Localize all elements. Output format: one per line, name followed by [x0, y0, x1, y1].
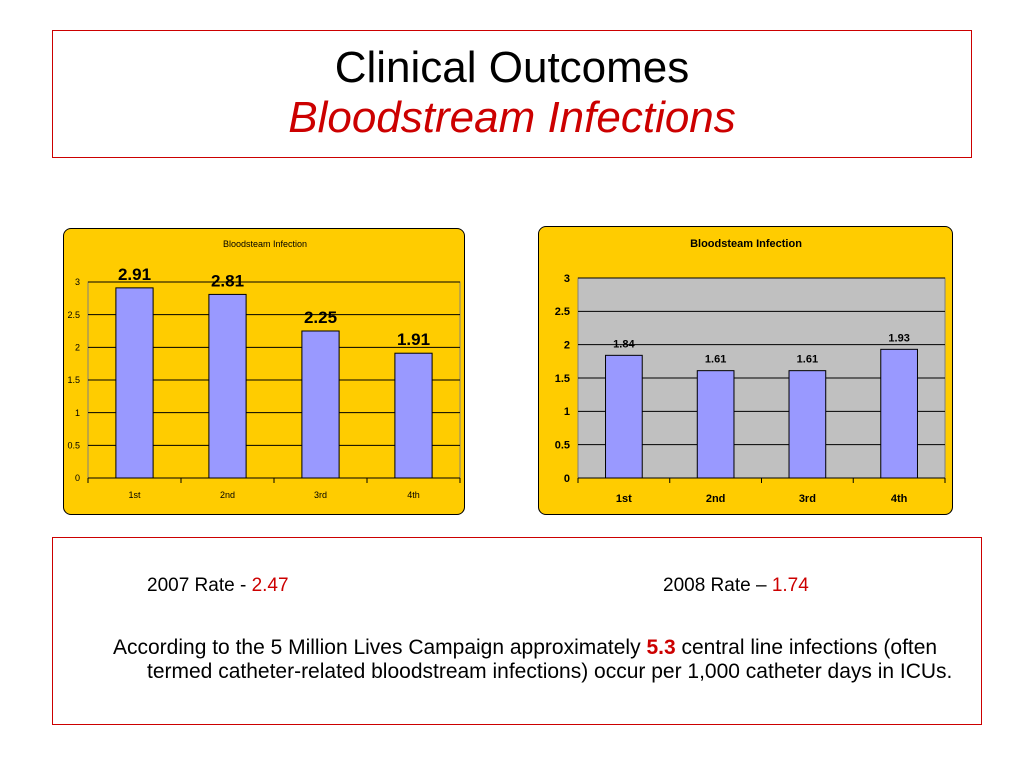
chart-2008-y-tick-label: 2.5 — [555, 306, 570, 318]
chart-2007-y-tick-label: 1.5 — [67, 375, 80, 385]
chart-2008-data-label: 1.61 — [797, 354, 818, 366]
chart-panel-2008: 0 0.5 1 1.5 2 2.5 3 1.84 1st 1.61 2nd 1.61 3rd 1.93 4t… — [538, 226, 953, 515]
chart-2008-y-tick-label: 3 — [564, 273, 570, 285]
chart-2007-y-tick-label: 1 — [75, 408, 80, 418]
bar-chart-2007: 0 0.5 1 1.5 2 2.5 3 2.91 1st 2.81 2nd 2.25 3rd 1.91 4t… — [67, 239, 461, 500]
rate-2007: 2007 Rate - 2.47 — [147, 575, 289, 597]
page-title: Clinical Outcomes — [334, 43, 690, 92]
chart-2007-y-tick-label: 3 — [75, 277, 80, 287]
bar-chart-2008: 0 0.5 1 1.5 2 2.5 3 1.84 1st 1.61 2nd 1.61 3rd 1.93 4t… — [555, 238, 946, 505]
chart-2007-bar — [115, 287, 154, 479]
chart-2008-bar — [788, 370, 827, 479]
chart-2008-data-label: 1.61 — [705, 354, 726, 366]
chart-2008-data-label: 1.84 — [613, 338, 635, 350]
paragraph-text-after: central line infections (often termed ca… — [147, 636, 953, 683]
chart-2007-data-label: 2.81 — [211, 271, 244, 290]
chart-2007-category-label: 1st — [128, 490, 141, 500]
chart-2008-category-label: 3rd — [799, 493, 816, 505]
rate-2008-value: 1.74 — [771, 575, 809, 596]
chart-2007-y-tick-label: 0 — [75, 473, 80, 483]
chart-2008-chart-title: Bloodsteam Infection — [690, 238, 802, 250]
chart-2008-bar — [880, 348, 918, 479]
rate-2008-label: 2008 Rate – — [663, 575, 772, 596]
chart-2008-category-label: 1st — [616, 493, 632, 505]
chart-2007-bar — [301, 330, 340, 479]
chart-2007-category-label: 2nd — [220, 490, 235, 500]
chart-2007-bar — [208, 293, 247, 479]
chart-2007-bar — [394, 352, 433, 479]
rate-2008: 2008 Rate – 1.74 — [663, 575, 809, 597]
chart-2008-category-label: 4th — [891, 493, 908, 505]
rate-2007-label: 2007 Rate - — [147, 575, 252, 596]
chart-2008-bar — [696, 370, 735, 479]
chart-2008-category-label: 2nd — [706, 493, 726, 505]
chart-2007-chart-title: Bloodsteam Infection — [223, 239, 307, 249]
chart-2008-bar — [605, 354, 643, 479]
chart-2008-y-tick-label: 2 — [564, 340, 570, 352]
chart-panel-2007: 0 0.5 1 1.5 2 2.5 3 2.91 1st 2.81 2nd 2.25 3rd 1.91 4t… — [63, 228, 465, 515]
chart-2007-data-label: 2.25 — [304, 308, 337, 327]
campaign-paragraph: According to the 5 Million Lives Campaig… — [113, 636, 963, 684]
chart-2008-y-tick-label: 1 — [564, 406, 570, 418]
chart-2008-y-tick-label: 0.5 — [555, 440, 570, 452]
chart-2007-data-label: 1.91 — [397, 330, 430, 349]
chart-2007-category-label: 3rd — [314, 490, 327, 500]
paragraph-text-before: According to the 5 Million Lives Campaig… — [113, 636, 647, 659]
chart-2008-data-label: 1.93 — [888, 332, 909, 344]
paragraph-highlight: 5.3 — [646, 636, 676, 659]
chart-2008-y-tick-label: 0 — [564, 473, 570, 485]
chart-2007-y-tick-label: 2 — [75, 342, 80, 352]
chart-2007-category-label: 4th — [407, 490, 420, 500]
chart-2007-data-label: 2.91 — [118, 265, 151, 284]
page-subtitle: Bloodstream Infections — [288, 93, 736, 142]
title-box: Clinical Outcomes Bloodstream Infections — [52, 30, 972, 158]
chart-2007-y-tick-label: 0.5 — [67, 440, 80, 450]
chart-2007-y-tick-label: 2.5 — [67, 310, 80, 320]
summary-box: 2007 Rate - 2.47 2008 Rate – 1.74 Accord… — [52, 537, 982, 725]
rate-2007-value: 2.47 — [251, 575, 289, 596]
chart-2008-y-tick-label: 1.5 — [555, 373, 570, 385]
